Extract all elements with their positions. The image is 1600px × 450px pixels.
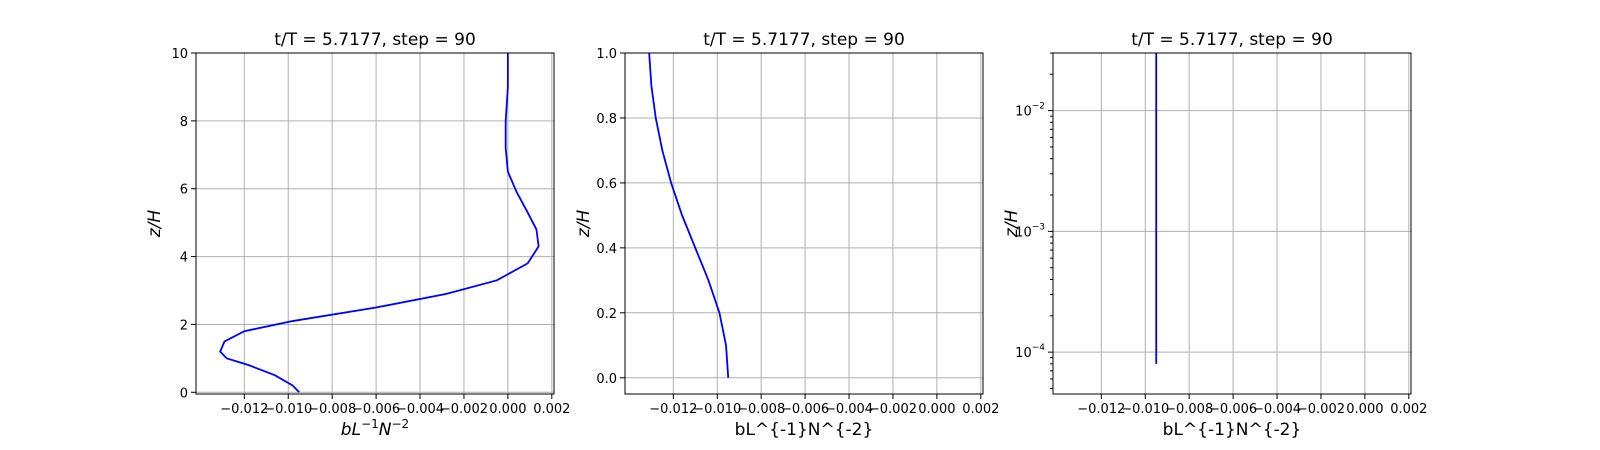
x-tick-label: −0.002	[440, 402, 488, 417]
y-tick-label: 1.0	[596, 47, 617, 62]
x-tick-label: 0.000	[489, 402, 526, 417]
chart-title: t/T = 5.7177, step = 90	[274, 30, 476, 50]
x-tick-label: −0.010	[264, 402, 312, 417]
y-tick-base: 10	[1015, 225, 1032, 240]
x-tick-label: −0.004	[396, 402, 444, 417]
y-tick-exponent: −3	[1032, 222, 1045, 232]
y-tick-label: 10−2	[1015, 102, 1045, 120]
chart-title: t/T = 5.7177, step = 90	[1131, 30, 1333, 50]
grid	[1053, 53, 1411, 394]
x-axis-label: bL−1N−2	[341, 417, 409, 440]
axes-frame	[624, 52, 984, 395]
x-tick-label: −0.010	[1121, 402, 1169, 417]
plot-panel-1: −0.012−0.010−0.008−0.006−0.004−0.002 0.00…	[145, 30, 570, 440]
plots: −0.012−0.010−0.008−0.006−0.004−0.002 0.00…	[145, 30, 1427, 440]
y-axis-label: z/H	[145, 210, 165, 239]
x-tick-label: −0.012	[649, 402, 697, 417]
axes-frame	[195, 52, 555, 395]
x-tick-label: −0.008	[1165, 402, 1213, 417]
x-tick-label: 0.000	[1346, 402, 1383, 417]
x-label-sup: −1	[361, 417, 379, 431]
x-label-part: bL	[341, 420, 361, 440]
x-tick-label: 0.002	[1390, 402, 1427, 417]
y-tick-label: 6	[180, 183, 188, 198]
x-axis-label: bL^{-1}N^{-2}	[735, 420, 874, 440]
data-line	[648, 52, 730, 378]
y-tick-label: 10	[171, 47, 188, 62]
y-tick-label: 0.0	[596, 372, 617, 387]
plot-panel-3: −0.012−0.010−0.008−0.006−0.004−0.002 0.00…	[1002, 30, 1427, 440]
y-tick-label: 0.4	[596, 242, 617, 257]
x-tick-label: −0.006	[781, 402, 829, 417]
x-tick-label: −0.004	[825, 402, 873, 417]
y-tick-label: 10−4	[1015, 343, 1045, 361]
x-tick-label: −0.012	[1077, 402, 1125, 417]
y-tick-label: 0	[180, 386, 188, 401]
y-tick-label: 0.8	[596, 112, 617, 127]
data-line	[219, 53, 540, 393]
y-tick-label: 2	[180, 318, 188, 333]
x-tick-label: 0.000	[918, 402, 955, 417]
x-label-part: N	[379, 420, 392, 440]
x-tick-label: −0.006	[352, 402, 400, 417]
x-axis-label: bL^{-1}N^{-2}	[1163, 420, 1302, 440]
y-tick-label: 10−3	[1015, 222, 1045, 240]
y-tick-base: 10	[1015, 346, 1032, 361]
x-tick-label: −0.008	[737, 402, 785, 417]
chart-title: t/T = 5.7177, step = 90	[703, 30, 905, 50]
y-axis-label: z/H	[1002, 210, 1022, 239]
y-tick-label: 8	[180, 115, 188, 130]
x-label-sup: −2	[391, 417, 409, 431]
x-tick-label: −0.006	[1209, 402, 1257, 417]
y-tick-label: 4	[180, 251, 188, 266]
y-tick-label: 0.2	[596, 307, 617, 322]
axes-frame	[1052, 52, 1412, 395]
y-axis-label: z/H	[574, 210, 594, 239]
x-tick-label: 0.002	[962, 402, 999, 417]
y-tick-label: 0.6	[596, 177, 617, 192]
x-tick-label: −0.010	[693, 402, 741, 417]
x-tick-label: 0.002	[533, 402, 570, 417]
plot-panel-2: −0.012−0.010−0.008−0.006−0.004−0.002 0.00…	[574, 30, 999, 440]
x-tick-label: −0.008	[308, 402, 356, 417]
y-tick-exponent: −2	[1032, 102, 1045, 112]
y-tick-base: 10	[1015, 105, 1032, 120]
x-tick-label: −0.002	[869, 402, 917, 417]
x-tick-label: −0.004	[1253, 402, 1301, 417]
x-tick-label: −0.012	[220, 402, 268, 417]
x-tick-label: −0.002	[1297, 402, 1345, 417]
y-tick-exponent: −4	[1032, 343, 1046, 353]
